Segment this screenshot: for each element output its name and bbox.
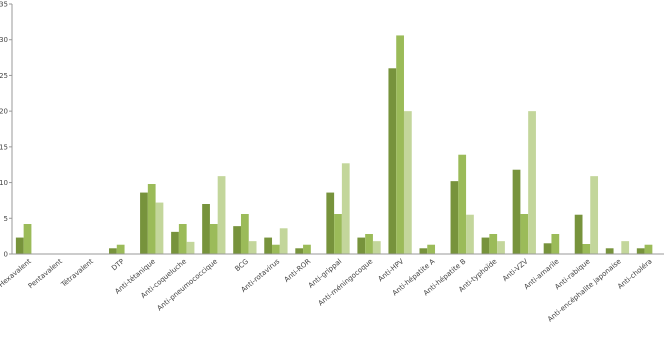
bar [217,176,226,254]
y-tick-label: 30 [0,36,8,44]
bar [644,244,653,254]
bar [419,248,428,254]
bar [636,248,645,254]
y-tick-label: 0 [4,251,8,259]
bar [372,241,381,254]
bar [178,224,187,254]
y-tick-label: 5 [4,215,8,223]
bar [155,202,164,254]
bar [543,243,552,254]
bar [396,35,404,254]
x-tick-label: Tétravalent [59,257,95,289]
bar [489,234,498,254]
x-tick-label: Anti-VZV [501,257,530,283]
x-tick-label: DTP [110,257,126,272]
bar [171,231,179,254]
bar [186,241,195,254]
bar [427,244,436,254]
bar [520,214,529,254]
bar [403,111,412,255]
bar [357,237,366,254]
bar [233,226,241,254]
bar [23,224,32,254]
bar [334,214,342,254]
bar [551,234,560,254]
bar [528,111,536,255]
x-tick-label: Anti-pneumococcique [156,257,219,312]
bar [497,241,505,254]
y-tick-label: 25 [0,72,8,80]
bar [240,214,249,254]
bar [466,214,474,254]
y-tick-label: 15 [0,143,8,151]
bar [582,244,591,254]
x-tick-label: Pentavalent [27,257,64,290]
bar [388,68,397,255]
bar [512,169,521,254]
bar [140,192,148,254]
x-tick-label: BCG [234,257,251,273]
bar [621,241,630,254]
bar [209,224,218,254]
y-tick-label: 35 [0,1,8,9]
bar [295,248,304,254]
bar [341,163,350,254]
bar [202,204,210,254]
x-tick-label: Anti-HPV [377,257,406,283]
bar [272,244,280,254]
bar [248,241,257,254]
x-tick-label: Anti-méningocoque [317,257,375,307]
bar [326,192,335,254]
bar [116,244,125,254]
bar [365,234,373,254]
bar [458,154,467,254]
bar [264,237,273,254]
y-tick-label: 20 [0,108,8,116]
bar [605,248,614,254]
bar [279,228,288,254]
bar [303,244,311,254]
bar [450,181,459,254]
bar [590,176,599,254]
bar [481,237,490,254]
bar [574,214,583,254]
bar [109,248,117,254]
x-tick-label: Anti-ROR [283,257,313,284]
y-tick-label: 10 [0,179,8,187]
bar [15,237,24,254]
bar [147,184,156,254]
